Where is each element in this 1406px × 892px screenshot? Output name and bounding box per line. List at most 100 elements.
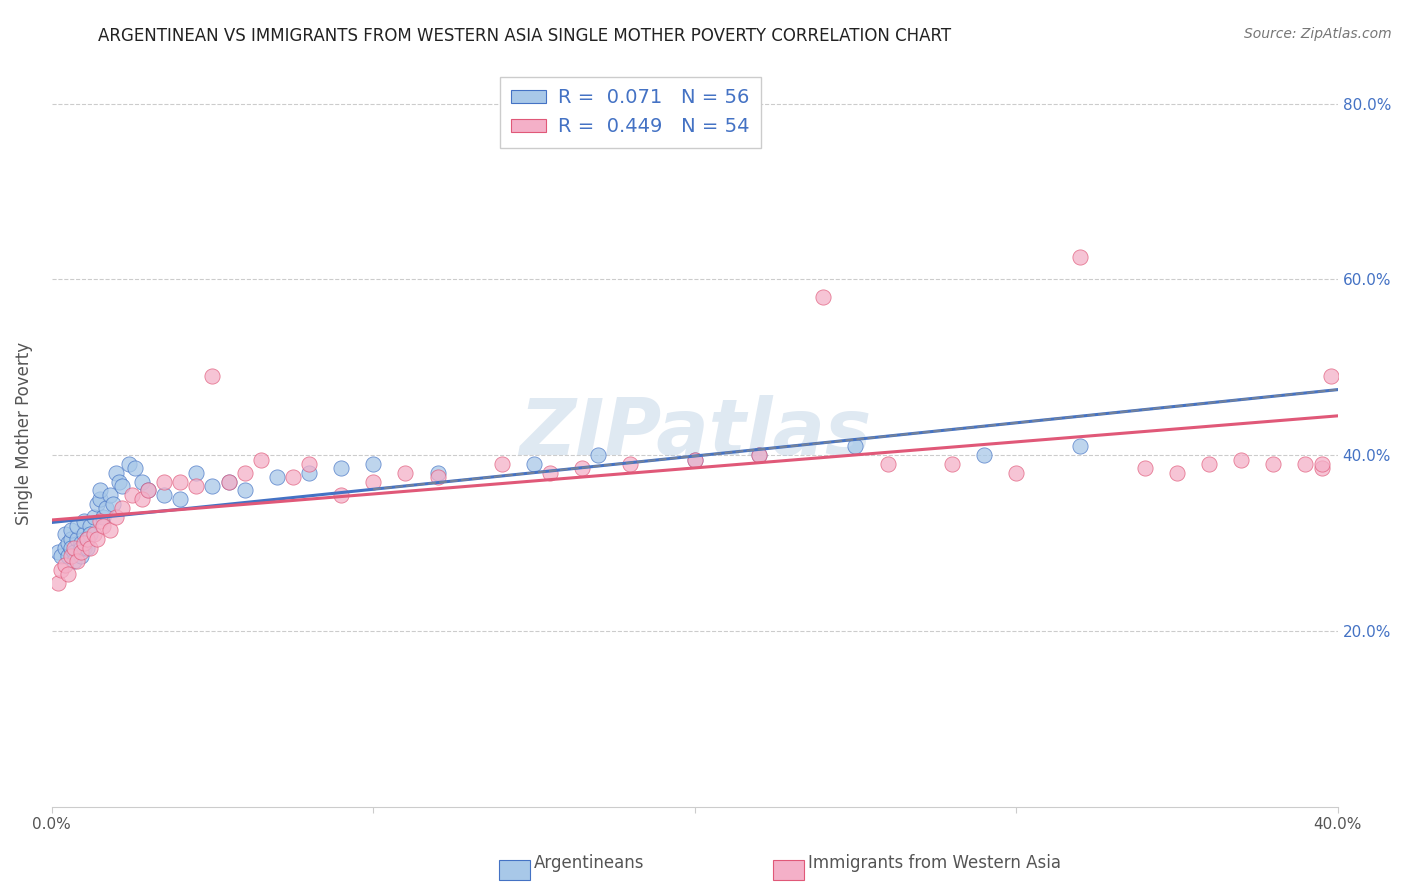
Point [89,483,111,498]
Point [201,369,224,384]
Point [153,488,176,502]
Point [131,492,153,507]
Point [186,479,208,493]
Point [941,457,963,471]
Point [426,470,449,484]
FancyBboxPatch shape [499,860,530,880]
Point [53,527,76,541]
Point [53,541,76,555]
Point [108,475,131,489]
Point [66,554,89,568]
Point [153,475,176,489]
Point [844,440,866,454]
Point [121,488,143,502]
Point [201,479,224,493]
Point [1310,457,1333,471]
Point [330,488,353,502]
Point [79,527,101,541]
Text: Source: ZipAtlas.com: Source: ZipAtlas.com [1244,27,1392,41]
Point [51,563,73,577]
Point [51,549,73,564]
Point [69,545,91,559]
Point [1263,457,1285,471]
Point [124,461,146,475]
Point [60,523,83,537]
Point [91,518,114,533]
Point [1069,440,1091,454]
Point [1230,452,1253,467]
Point [89,514,111,528]
Point [66,518,89,533]
Point [91,509,114,524]
Point [683,452,706,467]
Point [1320,369,1343,384]
Point [63,554,86,568]
Point [76,532,98,546]
Point [1295,457,1317,471]
FancyBboxPatch shape [773,860,804,880]
Point [101,497,124,511]
Point [1133,461,1156,475]
Point [131,475,153,489]
Point [111,501,134,516]
Point [361,475,384,489]
Point [186,466,208,480]
Point [53,558,76,573]
Point [63,541,86,555]
Point [298,466,321,480]
Point [73,527,96,541]
Y-axis label: Single Mother Poverty: Single Mother Poverty [15,342,32,524]
Point [98,523,121,537]
Point [169,475,191,489]
Point [136,483,159,498]
Point [233,466,256,480]
Point [76,532,98,546]
Point [60,541,83,555]
Text: Argentineans: Argentineans [534,855,645,872]
Point [98,488,121,502]
Point [619,457,641,471]
Point [426,466,449,480]
Point [538,466,561,480]
Legend: R =  0.071   N = 56, R =  0.449   N = 54: R = 0.071 N = 56, R = 0.449 N = 54 [499,77,761,148]
Point [523,457,546,471]
Point [60,549,83,564]
Point [111,479,134,493]
Point [46,575,69,590]
Point [748,448,770,462]
Point [79,518,101,533]
Point [571,461,593,475]
Point [361,457,384,471]
Point [63,545,86,559]
Point [69,541,91,555]
Point [89,492,111,507]
Point [79,541,101,555]
Point [973,448,995,462]
Point [56,566,79,581]
Point [86,497,108,511]
Point [298,457,321,471]
Point [76,541,98,555]
Point [1069,251,1091,265]
Point [73,536,96,550]
Point [394,466,416,480]
Point [60,532,83,546]
Point [69,536,91,550]
Point [1310,461,1333,475]
Point [105,509,128,524]
Point [683,452,706,467]
Point [813,290,835,304]
Point [56,549,79,564]
Text: ARGENTINEAN VS IMMIGRANTS FROM WESTERN ASIA SINGLE MOTHER POVERTY CORRELATION CH: ARGENTINEAN VS IMMIGRANTS FROM WESTERN A… [98,27,952,45]
Point [73,541,96,555]
Point [83,527,105,541]
Point [105,466,128,480]
Point [218,475,240,489]
Point [46,545,69,559]
Point [249,452,271,467]
Point [281,470,304,484]
Point [491,457,513,471]
Point [118,457,141,471]
Point [56,536,79,550]
Point [330,461,353,475]
